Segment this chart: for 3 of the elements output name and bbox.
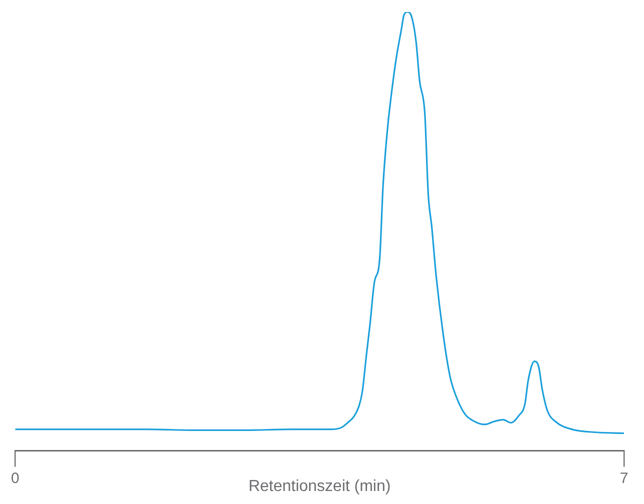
x-tick-label: 0 <box>11 470 20 487</box>
x-axis-title: Retentionszeit (min) <box>248 478 391 495</box>
x-tick-label: 7 <box>620 470 628 487</box>
